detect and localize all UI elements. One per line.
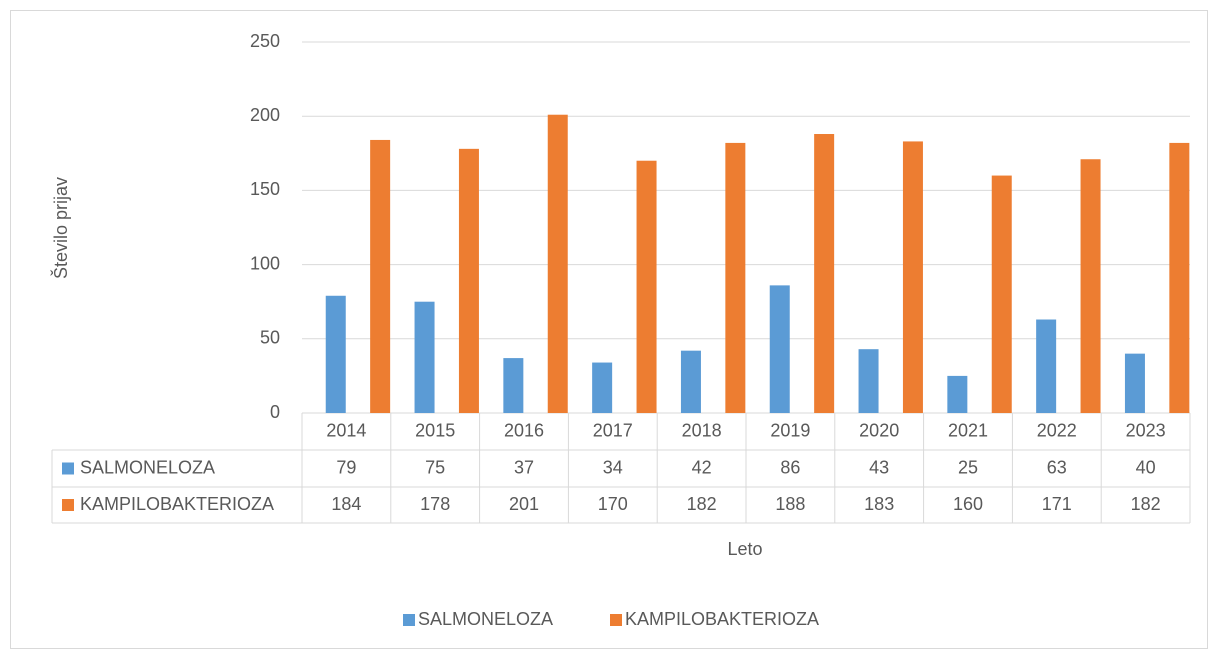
table-value: 63 xyxy=(1047,457,1067,477)
bar xyxy=(991,175,1012,413)
x-tick-label: 2014 xyxy=(326,420,366,440)
table-value: 201 xyxy=(509,494,539,514)
bar xyxy=(725,142,746,414)
table-value: 188 xyxy=(775,494,805,514)
table-value: 178 xyxy=(420,494,450,514)
table-value: 25 xyxy=(958,457,978,477)
table-value: 184 xyxy=(331,494,361,514)
bar xyxy=(814,134,835,413)
table-value: 170 xyxy=(598,494,628,514)
table-legend-key xyxy=(62,462,74,475)
y-tick-label: 250 xyxy=(250,31,280,51)
bar xyxy=(858,349,879,413)
table-value: 182 xyxy=(1131,494,1161,514)
bar xyxy=(1124,353,1145,413)
bar xyxy=(769,285,790,413)
y-axis-label: Število prijav xyxy=(50,177,71,279)
table-row-label: KAMPILOBAKTERIOZA xyxy=(80,494,274,514)
bar xyxy=(1080,159,1101,413)
bar xyxy=(1036,319,1057,413)
chart-border xyxy=(10,10,1208,649)
x-tick-label: 2021 xyxy=(948,420,988,440)
table-value: 40 xyxy=(1136,457,1156,477)
x-tick-label: 2016 xyxy=(504,420,544,440)
table-value: 160 xyxy=(953,494,983,514)
x-tick-label: 2020 xyxy=(859,420,899,440)
bar xyxy=(325,295,346,413)
bar xyxy=(1169,142,1190,414)
table-value: 75 xyxy=(425,457,445,477)
bar xyxy=(947,375,968,413)
bar xyxy=(902,141,923,414)
x-tick-label: 2015 xyxy=(415,420,455,440)
bar xyxy=(414,301,435,413)
table-value: 86 xyxy=(780,457,800,477)
y-tick-label: 100 xyxy=(250,253,280,273)
x-tick-label: 2022 xyxy=(1037,420,1077,440)
bar xyxy=(592,362,613,413)
table-value: 183 xyxy=(864,494,894,514)
x-tick-label: 2017 xyxy=(593,420,633,440)
legend-label: KAMPILOBAKTERIOZA xyxy=(625,609,819,629)
table-legend-key xyxy=(62,499,74,511)
y-tick-label: 150 xyxy=(250,179,280,199)
y-tick-label: 0 xyxy=(270,402,280,422)
x-tick-label: 2023 xyxy=(1126,420,1166,440)
table-value: 182 xyxy=(687,494,717,514)
legend-key xyxy=(403,614,415,626)
y-tick-label: 200 xyxy=(250,105,280,125)
bar xyxy=(547,114,568,413)
bar xyxy=(636,160,657,413)
table-value: 171 xyxy=(1042,494,1072,514)
bar xyxy=(503,358,524,413)
table-value: 42 xyxy=(692,457,712,477)
bar xyxy=(680,350,701,413)
table-value: 34 xyxy=(603,457,623,477)
x-axis-label: Leto xyxy=(727,539,762,559)
bar xyxy=(458,148,479,413)
legend-label: SALMONELOZA xyxy=(418,609,553,629)
y-tick-label: 50 xyxy=(260,328,280,348)
bar xyxy=(370,139,391,413)
table-row-label: SALMONELOZA xyxy=(80,457,215,477)
table-value: 37 xyxy=(514,457,534,477)
x-tick-label: 2018 xyxy=(682,420,722,440)
legend-key xyxy=(610,614,622,626)
table-value: 43 xyxy=(869,457,889,477)
table-value: 79 xyxy=(336,457,356,477)
x-tick-label: 2019 xyxy=(770,420,810,440)
